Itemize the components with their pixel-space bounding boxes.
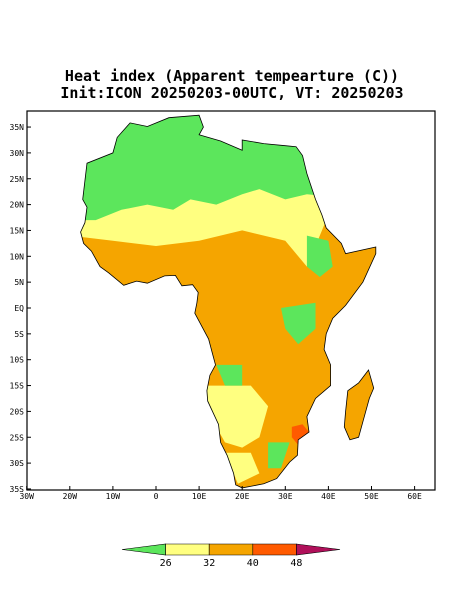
heat-zone	[199, 385, 269, 448]
heat-zone	[281, 302, 316, 345]
lat-label: 35N	[10, 123, 25, 132]
heat-zone	[225, 452, 260, 484]
lat-label: 5S	[14, 330, 24, 339]
lon-label: 40E	[321, 492, 336, 501]
lon-label: 20E	[235, 492, 250, 501]
colorbar-label: 40	[247, 558, 259, 569]
lon-label: 10W	[106, 492, 121, 501]
colorbar-segment	[208, 543, 254, 556]
lat-label: EQ	[14, 304, 24, 313]
lat-label: 10N	[10, 252, 25, 261]
subtitle: Init:ICON 20250203-00UTC, VT: 20250203	[60, 84, 403, 102]
lon-label: 30W	[19, 492, 34, 501]
lat-label: 10S	[10, 356, 25, 365]
lat-label: 15S	[10, 382, 25, 391]
lat-label: 25S	[10, 433, 25, 442]
colorbar-segment	[296, 543, 341, 556]
title: Heat index (Apparent tempearture (C))	[65, 67, 399, 85]
lat-label: 20S	[10, 407, 25, 416]
lat-label: 20N	[10, 201, 25, 210]
colorbar-label: 26	[160, 558, 172, 569]
colorbar-label: 48	[290, 558, 302, 569]
overlay: 35N 30N 25N 20N 15N 10N 5N EQ 5S 10S 15S 20S 25S 30S 3…	[10, 114, 422, 569]
heat-zone	[291, 424, 309, 445]
colorbar-segment	[121, 543, 166, 556]
colorbar-segment	[252, 543, 297, 556]
lat-label: 15N	[10, 226, 25, 235]
lat-label: 5N	[14, 278, 24, 287]
heat-zone	[306, 235, 333, 277]
coastline	[80, 114, 377, 489]
colorbar-label: 32	[203, 558, 215, 569]
lon-label: 0	[154, 492, 159, 501]
lon-label: 60E	[407, 492, 422, 501]
colorbar-segment	[165, 543, 210, 556]
lon-label: 50E	[364, 492, 379, 501]
lat-label: 35S	[10, 485, 25, 494]
lat-label: 30N	[10, 149, 25, 158]
heat-zone	[268, 442, 290, 469]
heat-zone	[216, 364, 243, 386]
lat-label: 25N	[10, 175, 25, 184]
lon-label: 30E	[278, 492, 293, 501]
lon-label: 10E	[192, 492, 207, 501]
lon-label: 20W	[63, 492, 78, 501]
lat-label: 30S	[10, 459, 25, 468]
